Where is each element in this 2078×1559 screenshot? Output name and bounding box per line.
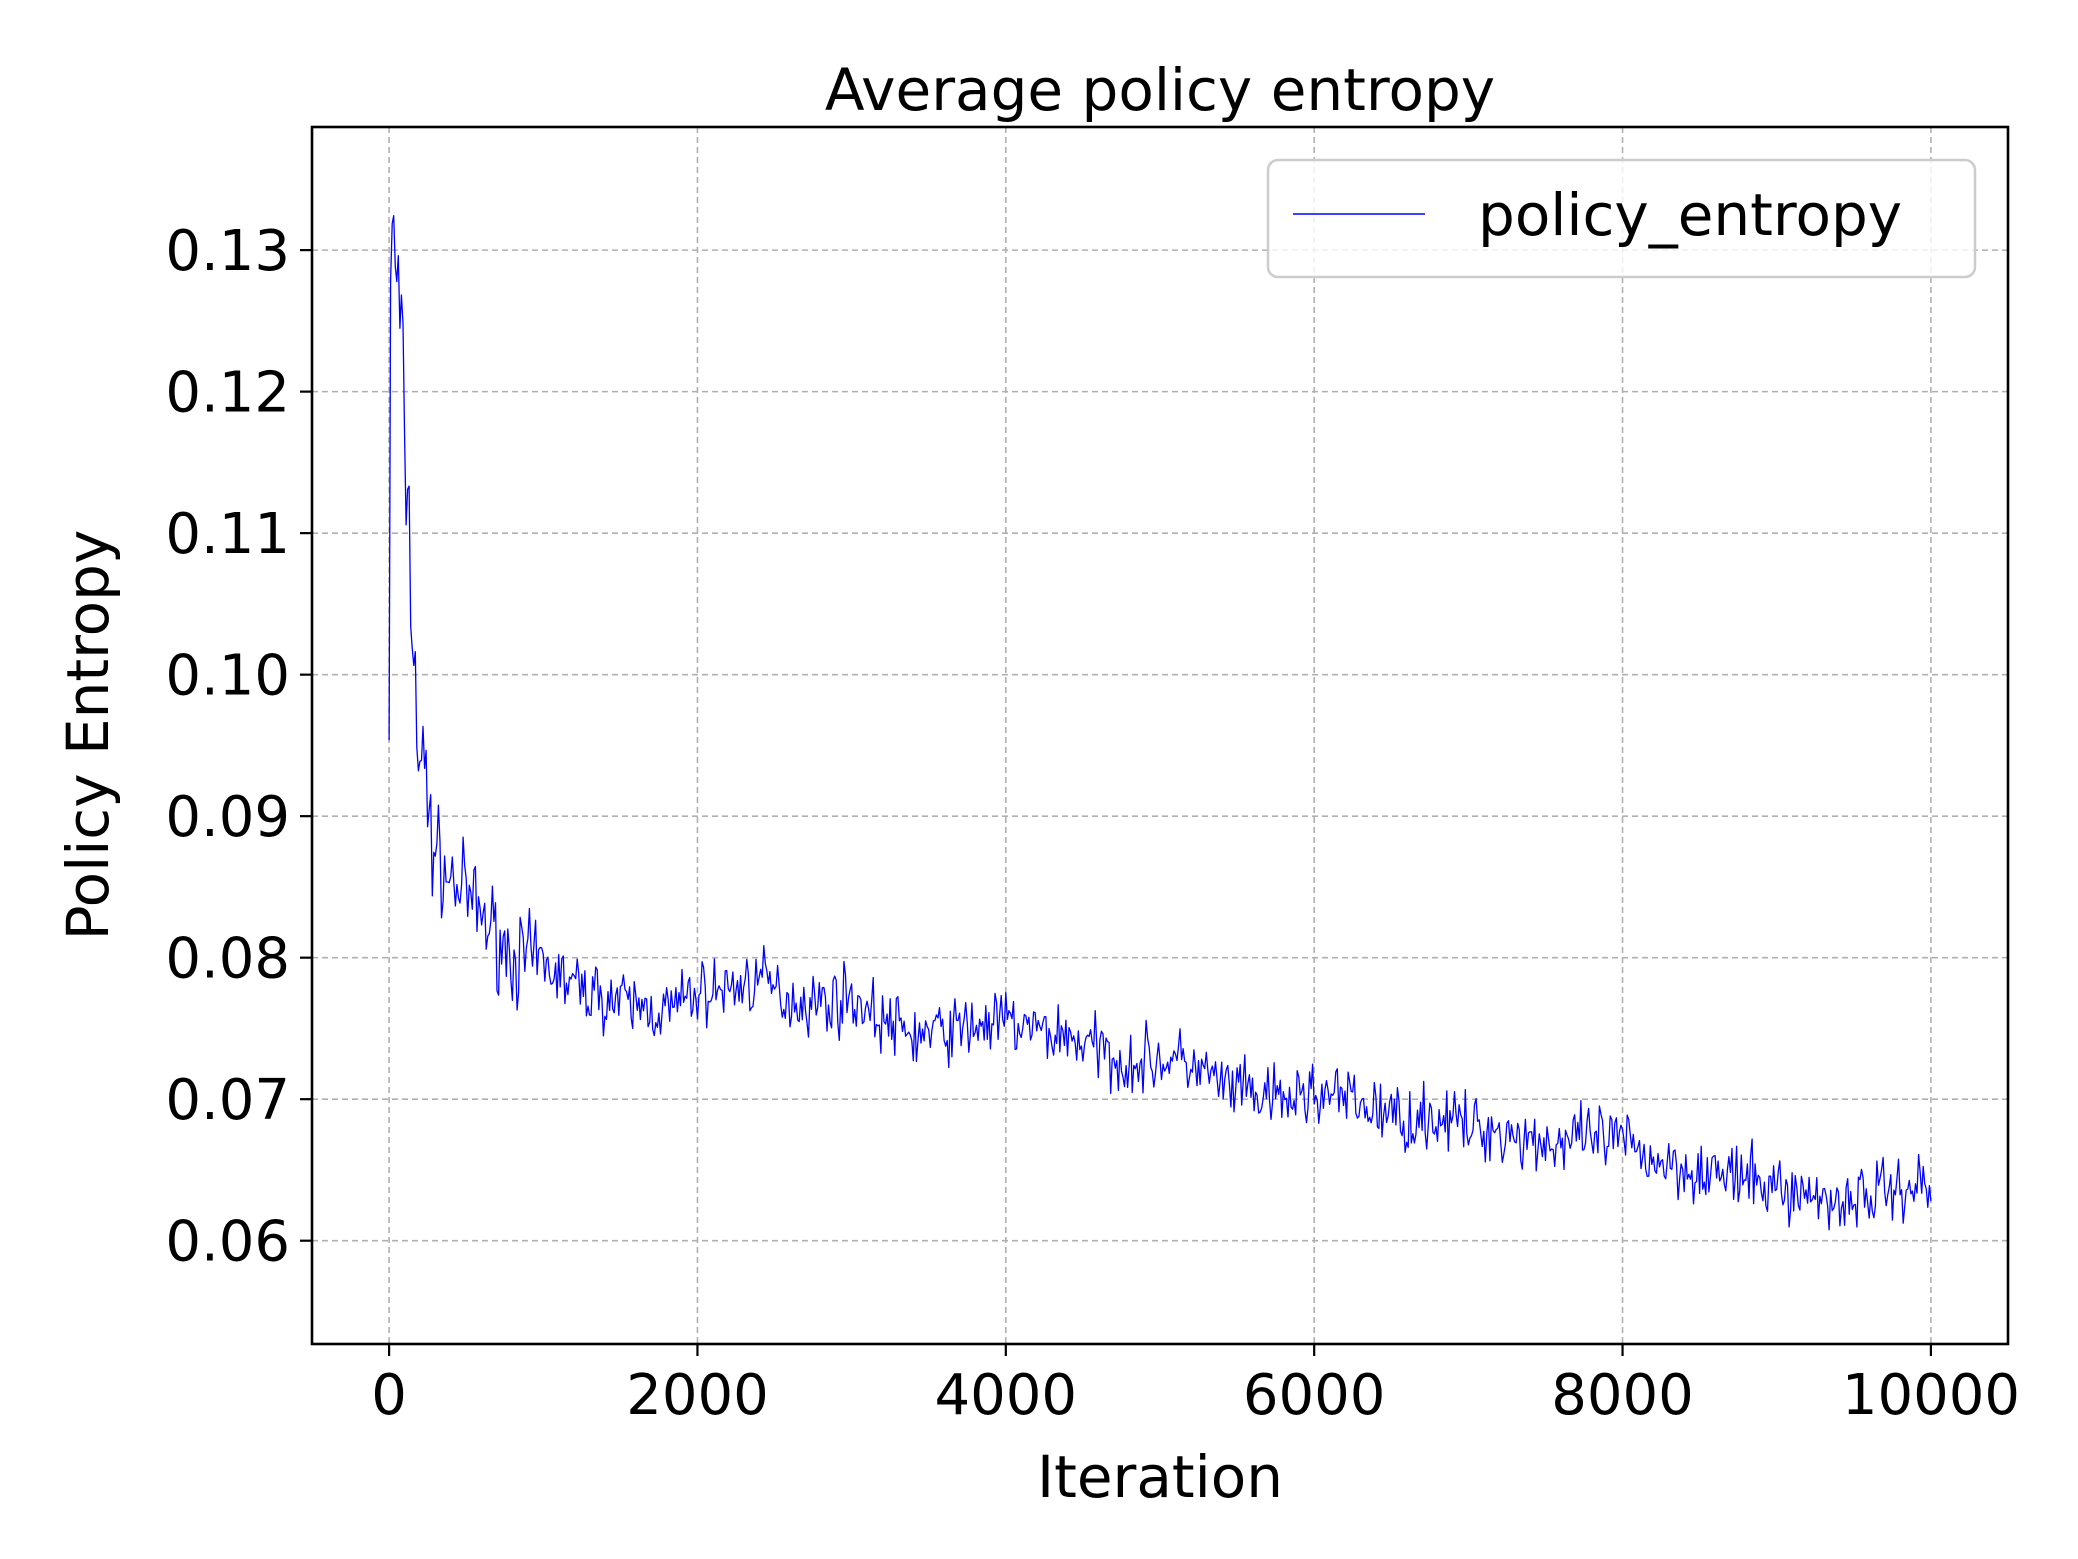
x-tick-label: 6000 [1243, 1363, 1386, 1428]
legend-series-label: policy_entropy [1478, 181, 1902, 249]
x-tick-label: 0 [371, 1363, 407, 1428]
plot-frame [310, 125, 2010, 1346]
x-axis-label: Iteration [1037, 1443, 1283, 1511]
y-axis-label: Policy Entropy [54, 530, 122, 941]
x-tick-label: 10000 [1842, 1363, 2020, 1428]
series-layer [388, 215, 1932, 1231]
series-line-policy-entropy [388, 215, 1932, 1231]
y-tick-label: 0.11 [165, 502, 290, 567]
x-tick-label: 4000 [935, 1363, 1078, 1428]
y-tick-label: 0.07 [165, 1068, 290, 1133]
chart-title: Average policy entropy [825, 56, 1495, 124]
y-tick-label: 0.12 [165, 361, 290, 426]
legend: policy_entropy [1266, 158, 1977, 279]
legend-box [1266, 158, 1977, 279]
y-tick-label: 0.09 [165, 785, 290, 850]
x-tick-label: 2000 [626, 1363, 769, 1428]
x-axis-ticks: 0 2000 4000 6000 8000 10000 [371, 1344, 2020, 1428]
y-tick-label: 0.06 [165, 1210, 290, 1275]
y-tick-label: 0.13 [165, 219, 290, 284]
y-axis-ticks: 0.06 0.07 0.08 0.09 0.10 0.11 0.12 0.13 [165, 219, 312, 1275]
y-tick-label: 0.08 [165, 927, 290, 992]
grid-lines [312, 127, 2008, 1344]
x-tick-label: 8000 [1551, 1363, 1694, 1428]
y-tick-label: 0.10 [165, 644, 290, 709]
